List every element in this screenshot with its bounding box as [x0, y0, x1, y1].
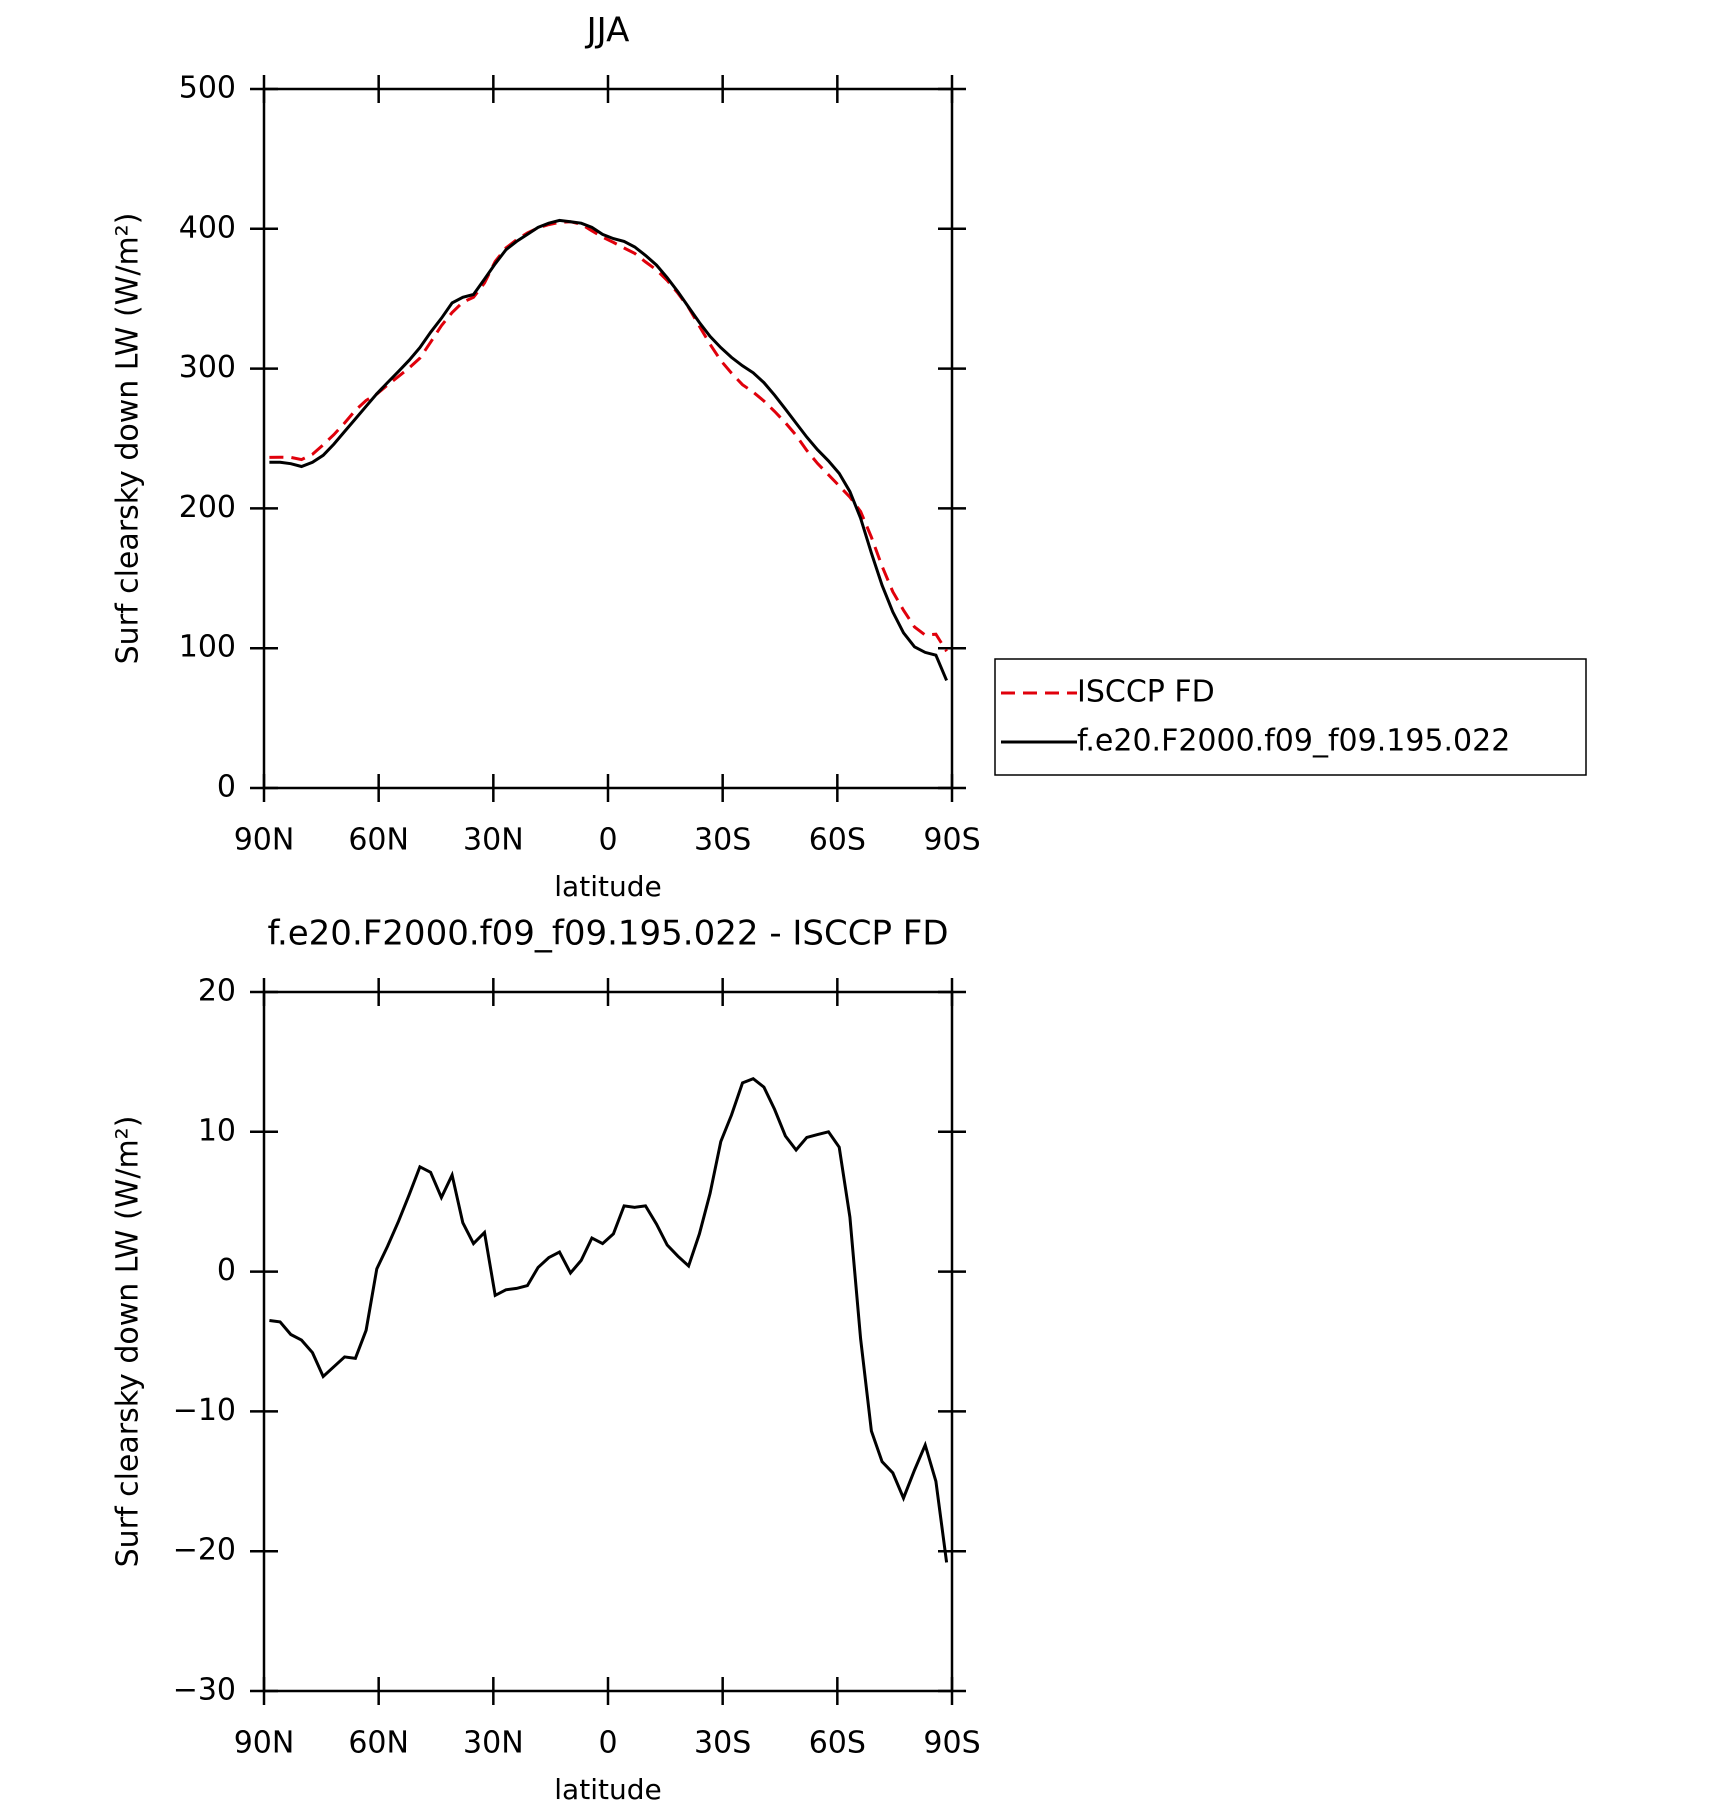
x-tick-label: 90N: [234, 823, 295, 858]
y-tick-label: −30: [173, 1673, 236, 1708]
y-tick-label: 100: [179, 630, 236, 665]
y-axis-label: Surf clearsky down LW (W/m²): [111, 213, 146, 665]
x-tick-label: 60S: [809, 823, 866, 858]
y-tick-label: 20: [198, 974, 236, 1009]
y-tick-label: 0: [217, 1253, 236, 1288]
x-tick-label: 0: [598, 1726, 617, 1761]
legend-label: ISCCP FD: [1077, 675, 1215, 710]
y-tick-label: 500: [179, 71, 236, 106]
data-line: [269, 220, 948, 653]
chart-title: f.e20.F2000.f09_f09.195.022 - ISCCP FD: [267, 914, 948, 954]
y-tick-label: 10: [198, 1113, 236, 1148]
x-tick-label: 30S: [694, 1726, 751, 1761]
data-line: [269, 1076, 949, 1563]
x-tick-label: 90S: [923, 1726, 980, 1761]
plot-frame: [262, 990, 954, 1693]
x-tick-label: 30N: [463, 823, 524, 858]
x-axis-label: latitude: [554, 1773, 661, 1805]
chart-title: JJA: [585, 11, 630, 51]
x-tick-label: 90S: [923, 823, 980, 858]
legend-box: [994, 658, 1587, 776]
data-line: [269, 218, 948, 681]
legend-label: f.e20.F2000.f09_f09.195.022: [1077, 724, 1510, 759]
plot-frame: [262, 87, 954, 790]
y-axis-label: Surf clearsky down LW (W/m²): [111, 1116, 146, 1568]
x-tick-label: 90N: [234, 1726, 295, 1761]
x-tick-label: 60N: [348, 1726, 409, 1761]
x-tick-label: 30S: [694, 823, 751, 858]
x-tick-label: 60S: [809, 1726, 866, 1761]
x-tick-label: 30N: [463, 1726, 524, 1761]
y-tick-label: 300: [179, 350, 236, 385]
y-tick-label: −20: [173, 1533, 236, 1568]
y-tick-label: 200: [179, 490, 236, 525]
x-tick-label: 60N: [348, 823, 409, 858]
y-tick-label: 400: [179, 210, 236, 245]
y-tick-label: 0: [217, 770, 236, 805]
x-axis-label: latitude: [554, 870, 661, 903]
x-tick-label: 0: [598, 823, 617, 858]
y-tick-label: −10: [173, 1393, 236, 1428]
